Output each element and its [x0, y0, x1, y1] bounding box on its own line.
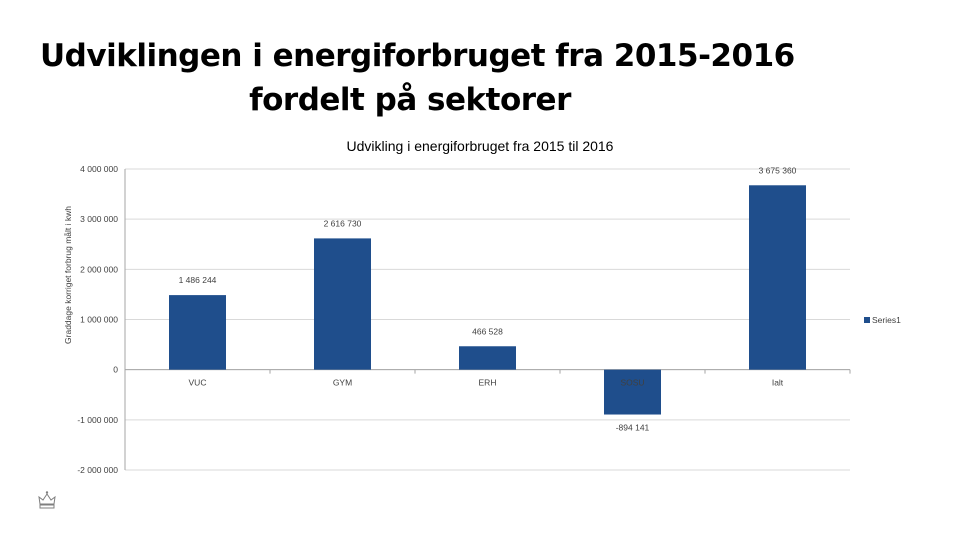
slide-title-line-1: Udviklingen i energiforbruget fra 2015-2… [40, 38, 795, 74]
legend-label: Series1 [872, 315, 901, 325]
y-tick-label: 1 000 000 [80, 315, 118, 325]
bars [169, 185, 806, 415]
y-tick-label: -2 000 000 [77, 465, 118, 475]
y-tick-label: 3 000 000 [80, 214, 118, 224]
data-label: -894 141 [616, 423, 650, 433]
category-label: Ialt [772, 378, 784, 388]
y-tick-label: 4 000 000 [80, 164, 118, 174]
category-label: SOSU [620, 378, 644, 388]
slide-title: Udviklingen i energiforbruget fra 2015-2… [40, 34, 795, 122]
data-label: 1 486 244 [179, 275, 217, 285]
y-tick-label: -1 000 000 [77, 415, 118, 425]
legend-swatch [864, 317, 870, 323]
y-axis-label: Graddage korriget forbrug målt i kwh [63, 206, 73, 344]
labels: 4 000 000 3 000 000 2 000 000 1 000 000 0 -1 … [77, 164, 796, 475]
legend: Series1 [864, 315, 901, 325]
chart-title: Udvikling i energiforbruget fra 2015 til… [347, 138, 614, 154]
data-label: 466 528 [472, 326, 503, 336]
category-label: ERH [479, 378, 497, 388]
bar [749, 185, 806, 370]
crown-logo-icon [38, 491, 56, 509]
bar [604, 369, 661, 415]
bar [314, 238, 371, 370]
slide-title-line-2: fordelt på sektorer [249, 82, 571, 118]
data-label: 3 675 360 [759, 165, 797, 175]
bar [459, 346, 516, 370]
y-tick-label: 2 000 000 [80, 264, 118, 274]
category-label: GYM [333, 378, 352, 388]
category-label: VUC [189, 378, 207, 388]
gridlines [124, 168, 851, 471]
data-label: 2 616 730 [324, 218, 362, 228]
y-tick-label: 0 [113, 365, 118, 375]
bar [169, 295, 226, 370]
